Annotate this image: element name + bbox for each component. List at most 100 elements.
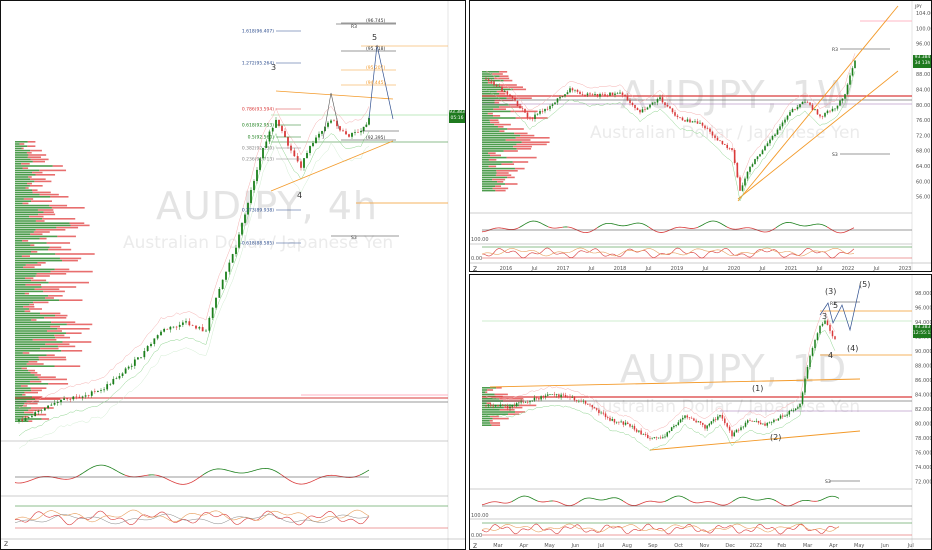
- rsi-line: [290, 480, 293, 483]
- volume-profile-bar: [15, 178, 31, 180]
- rsi-line: [600, 224, 603, 227]
- band-line: [485, 310, 836, 433]
- target-label: (92.395): [366, 135, 386, 141]
- price-1d-candle: [662, 437, 664, 439]
- rsi-line: [160, 475, 163, 478]
- price-1w-candle: [728, 148, 731, 149]
- volume-profile-bar: [15, 330, 47, 332]
- volume-profile-bar: [65, 332, 82, 334]
- rsi-line: [79, 473, 82, 476]
- x-tick-label: 2021: [785, 266, 798, 272]
- volume-profile-bar: [482, 115, 494, 117]
- volume-profile-bar: [482, 422, 491, 424]
- volume-profile-bar: [482, 143, 517, 146]
- price-1w-candle: [684, 120, 686, 122]
- volume-profile-bar: [15, 156, 28, 158]
- price-4h-candle: [133, 359, 136, 366]
- price-1w-candle: [671, 108, 674, 113]
- price-4h-candle: [34, 412, 37, 417]
- price-1w-candle: [774, 134, 776, 137]
- volume-profile-bar: [19, 143, 25, 145]
- price-1w-candle: [644, 109, 646, 110]
- rsi-line: [194, 478, 197, 481]
- band-line: [18, 142, 370, 449]
- rsi-line: [772, 228, 775, 230]
- volume-profile-bar: [15, 321, 52, 323]
- price-1w-candle: [549, 106, 551, 110]
- rsi-line: [73, 477, 76, 479]
- volume-profile-bar: [497, 126, 504, 128]
- x-tick-label: Aug: [622, 543, 632, 549]
- volume-profile-bar: [41, 418, 50, 420]
- price-1w-candle: [554, 102, 556, 105]
- rsi-line: [516, 497, 519, 500]
- price-1d-candle: [670, 427, 673, 432]
- volume-profile-bar: [15, 259, 63, 262]
- volume-profile-bar: [38, 358, 67, 361]
- price-1d-candle: [593, 407, 596, 409]
- volume-profile-bar: [503, 406, 523, 409]
- rsi-line: [562, 503, 565, 506]
- rsi-line: [732, 500, 735, 502]
- volume-profile-bar: [15, 226, 57, 229]
- wave-label: (3): [825, 287, 836, 296]
- chart-panel-4h[interactable]: AUDJPY, 4h Australian Dollar / Japanese …: [0, 0, 466, 550]
- y-tick-label: 84.00: [916, 88, 930, 94]
- rsi-line: [726, 503, 729, 506]
- price-4h-candle: [351, 132, 353, 137]
- rsi-line: [209, 469, 212, 472]
- rsi-line: [546, 225, 549, 228]
- rsi-line: [727, 502, 730, 505]
- price-1w-candle: [524, 108, 526, 113]
- rsi-line: [281, 474, 284, 477]
- rsi-line: [163, 477, 166, 479]
- rsi-line: [516, 227, 519, 230]
- price-4h-candle: [354, 132, 356, 133]
- price-1d-candle: [631, 425, 633, 427]
- price-1w-candle: [516, 100, 519, 107]
- volume-profile-bar: [482, 110, 511, 113]
- volume-profile-bar: [15, 308, 30, 310]
- price-1w-candle: [821, 116, 824, 117]
- rsi-line: [852, 227, 855, 229]
- price-1w-candle: [611, 92, 614, 95]
- price-1d-candle: [721, 414, 724, 419]
- volume-profile-bar: [15, 376, 38, 378]
- volume-profile-bar: [15, 290, 44, 293]
- volume-profile-bar: [482, 134, 521, 137]
- price-1d-candle: [547, 394, 549, 396]
- stoch-line: [14, 509, 370, 523]
- price-4h-candle: [360, 130, 362, 133]
- x-tick-label: 2022: [842, 266, 855, 272]
- volume-profile-bar: [15, 378, 40, 381]
- price-1d-candle: [799, 403, 801, 408]
- price-4h-candle: [130, 365, 133, 367]
- price-4h-candle: [312, 143, 314, 147]
- price-1w-candle: [531, 118, 534, 120]
- x-tick-label: Apr: [829, 543, 839, 549]
- volume-profile-bar: [24, 310, 31, 312]
- rsi-line: [115, 469, 118, 472]
- volume-profile-bar: [23, 198, 34, 200]
- x-tick-label: Nov: [700, 543, 710, 549]
- volume-profile-bar: [515, 117, 548, 119]
- x-tick-label: Jul: [597, 543, 604, 549]
- x-tick-label: Feb: [777, 543, 786, 549]
- volume-profile-bar: [52, 165, 63, 167]
- price-1w-candle: [776, 129, 779, 135]
- chart-panel-1w[interactable]: AUDJPY, 1W Australian Dollar / Japanese …: [469, 0, 932, 272]
- stoch-line: [14, 513, 370, 525]
- price-1w-candle: [759, 154, 761, 157]
- rsi-line: [834, 230, 837, 233]
- price-1d-candle: [806, 366, 809, 379]
- price-1w-candle: [851, 68, 854, 76]
- x-tick-label: May: [544, 543, 554, 549]
- rsi-line: [122, 473, 125, 476]
- volume-profile-bar: [485, 391, 488, 393]
- volume-profile-bar: [31, 189, 38, 191]
- volume-profile-bar: [482, 165, 489, 168]
- volume-profile-bar: [35, 275, 50, 277]
- volume-profile-bar: [492, 417, 509, 420]
- volume-profile-bar: [25, 284, 42, 286]
- chart-panel-1d[interactable]: AUDJPY, 1D Australian Dollar / Japanese …: [469, 274, 932, 550]
